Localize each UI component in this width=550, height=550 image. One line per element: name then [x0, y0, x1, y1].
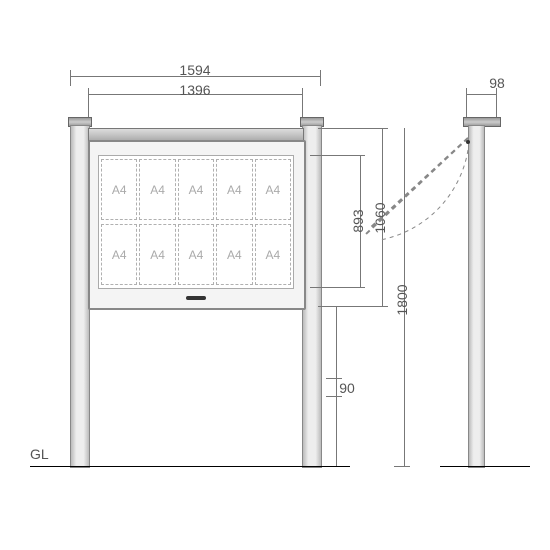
dim-label-depth: 98	[489, 75, 505, 91]
a4-sheet: A4	[216, 159, 252, 220]
dim-tick	[310, 287, 365, 288]
dim-line-depth	[466, 94, 496, 95]
a4-sheet: A4	[178, 159, 214, 220]
dim-tick	[394, 466, 410, 467]
dim-line-90	[336, 306, 337, 466]
a4-sheet: A4	[178, 224, 214, 285]
dim-tick	[302, 88, 303, 120]
dim-tick	[70, 70, 71, 86]
dim-label-inner-width: 1396	[179, 82, 210, 98]
a4-sheet: A4	[216, 224, 252, 285]
a4-sheet: A4	[101, 224, 137, 285]
dim-tick	[466, 88, 467, 118]
dim-label-90: 90	[339, 380, 355, 396]
dim-tick	[326, 378, 342, 379]
dim-tick	[496, 88, 497, 118]
case-handle	[186, 296, 206, 300]
dim-tick	[318, 128, 388, 129]
dim-tick	[318, 306, 388, 307]
dim-tick	[326, 396, 342, 397]
a4-sheet: A4	[255, 224, 291, 285]
a4-sheet: A4	[101, 159, 137, 220]
leg-left	[70, 125, 90, 468]
ground-line-side	[440, 466, 530, 467]
dim-label-outer-width: 1594	[179, 62, 210, 78]
technical-drawing: 1594 1396 A4A4A4A4A4A4A4A4A4A4 GL 893 10…	[0, 0, 550, 550]
opening-arc	[350, 130, 480, 280]
dim-tick	[88, 88, 89, 120]
dim-tick	[320, 70, 321, 86]
a4-sheet: A4	[255, 159, 291, 220]
a4-sheet: A4	[139, 159, 175, 220]
a4-sheet: A4	[139, 224, 175, 285]
ground-line-label: GL	[30, 446, 49, 462]
ground-line-front	[30, 466, 350, 467]
dim-label-1800: 1800	[394, 284, 410, 315]
